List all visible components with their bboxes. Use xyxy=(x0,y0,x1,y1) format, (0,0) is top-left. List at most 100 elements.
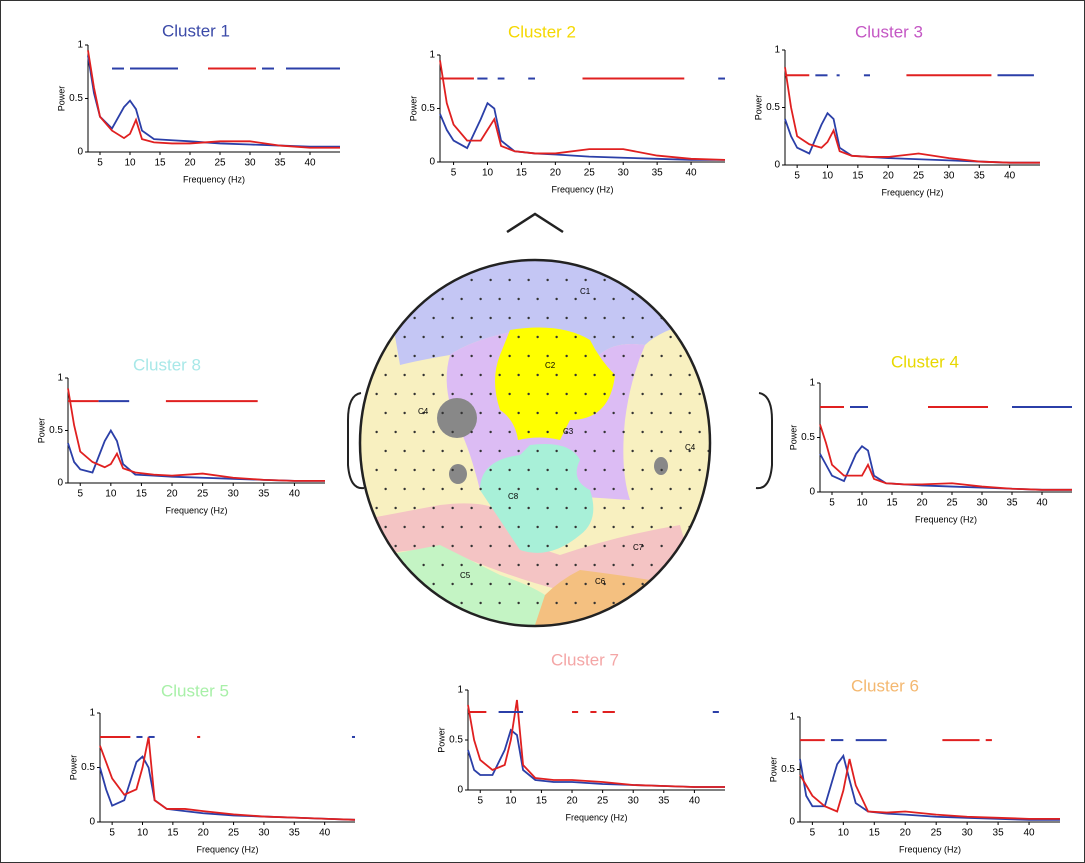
x-tick-label: 40 xyxy=(319,828,331,839)
x-tick-label: 30 xyxy=(976,498,988,509)
x-tick-label: 40 xyxy=(686,168,698,179)
x-tick-label: 30 xyxy=(618,168,630,179)
y-tick-label: 0 xyxy=(774,160,780,171)
electrode xyxy=(698,393,700,395)
electrode xyxy=(422,336,424,338)
electrode xyxy=(565,279,567,281)
electrode xyxy=(546,507,548,509)
electrode xyxy=(527,317,529,319)
electrode xyxy=(470,545,472,547)
electrode xyxy=(688,488,690,490)
electrode xyxy=(688,374,690,376)
x-tick-label: 25 xyxy=(931,828,943,839)
electrode xyxy=(394,393,396,395)
electrode xyxy=(584,507,586,509)
y-tick-label: 0 xyxy=(457,785,463,796)
y-axis-label: Power xyxy=(56,86,66,112)
chart-title: Cluster 8 xyxy=(133,355,201,374)
electrode xyxy=(603,431,605,433)
y-axis-label: Power xyxy=(68,755,78,781)
electrode xyxy=(508,317,510,319)
electrode xyxy=(641,469,643,471)
x-tick-label: 25 xyxy=(946,498,958,509)
electrode xyxy=(574,526,576,528)
electrode xyxy=(508,583,510,585)
electrode xyxy=(555,564,557,566)
chart-title: Cluster 5 xyxy=(161,681,229,700)
electrode xyxy=(612,564,614,566)
electrode xyxy=(669,336,671,338)
y-tick-label: 0 xyxy=(429,157,435,168)
electrode xyxy=(612,374,614,376)
electrode xyxy=(593,564,595,566)
electrode xyxy=(536,412,538,414)
electrode xyxy=(546,431,548,433)
x-axis-label: Frequency (Hz) xyxy=(183,174,245,184)
x-tick-label: 10 xyxy=(105,489,117,500)
electrode xyxy=(413,507,415,509)
x-tick-label: 35 xyxy=(658,796,670,807)
electrode xyxy=(679,469,681,471)
electrode xyxy=(574,564,576,566)
electrode xyxy=(384,526,386,528)
electrode xyxy=(489,583,491,585)
x-tick-label: 10 xyxy=(822,171,834,182)
x-axis-label: Frequency (Hz) xyxy=(165,505,227,515)
electrode xyxy=(603,469,605,471)
electrode xyxy=(603,545,605,547)
region-label: C7 xyxy=(633,543,644,552)
electrode xyxy=(622,583,624,585)
y-tick-label: 0.5 xyxy=(781,764,795,775)
electrode xyxy=(517,564,519,566)
electrode xyxy=(698,431,700,433)
electrode xyxy=(650,336,652,338)
electrode xyxy=(508,431,510,433)
blob xyxy=(654,457,668,475)
x-tick-label: 20 xyxy=(166,489,178,500)
electrode xyxy=(527,469,529,471)
electrode xyxy=(441,488,443,490)
electrode xyxy=(679,393,681,395)
electrode xyxy=(441,564,443,566)
electrode xyxy=(498,374,500,376)
x-tick-label: 10 xyxy=(838,828,850,839)
region-label: C1 xyxy=(580,287,591,296)
electrode xyxy=(622,393,624,395)
electrode xyxy=(517,526,519,528)
electrode xyxy=(584,279,586,281)
x-axis-label: Frequency (Hz) xyxy=(551,184,613,194)
electrode xyxy=(441,412,443,414)
x-tick-label: 35 xyxy=(274,158,286,169)
electrode xyxy=(536,488,538,490)
x-tick-label: 10 xyxy=(856,498,868,509)
electrode xyxy=(432,507,434,509)
x-tick-label: 15 xyxy=(869,828,881,839)
electrode xyxy=(688,412,690,414)
electrode xyxy=(612,602,614,604)
electrode xyxy=(593,412,595,414)
x-tick-label: 15 xyxy=(167,828,179,839)
electrode xyxy=(460,450,462,452)
electrode xyxy=(536,374,538,376)
electrode xyxy=(565,469,567,471)
electrode xyxy=(584,431,586,433)
x-tick-label: 15 xyxy=(852,171,864,182)
electrode xyxy=(574,412,576,414)
electrode xyxy=(527,355,529,357)
electrode xyxy=(375,469,377,471)
electrode xyxy=(479,526,481,528)
y-tick-label: 0.5 xyxy=(69,93,83,104)
electrode xyxy=(403,450,405,452)
x-tick-label: 10 xyxy=(505,796,517,807)
electrode xyxy=(403,412,405,414)
electrode xyxy=(612,488,614,490)
y-tick-label: 0 xyxy=(57,478,63,489)
x-tick-label: 40 xyxy=(689,796,701,807)
electrode xyxy=(375,507,377,509)
electrode xyxy=(508,469,510,471)
region-label: C4 xyxy=(418,407,429,416)
electrode xyxy=(536,526,538,528)
x-tick-label: 5 xyxy=(794,171,800,182)
electrode xyxy=(441,336,443,338)
x-tick-label: 5 xyxy=(810,828,816,839)
